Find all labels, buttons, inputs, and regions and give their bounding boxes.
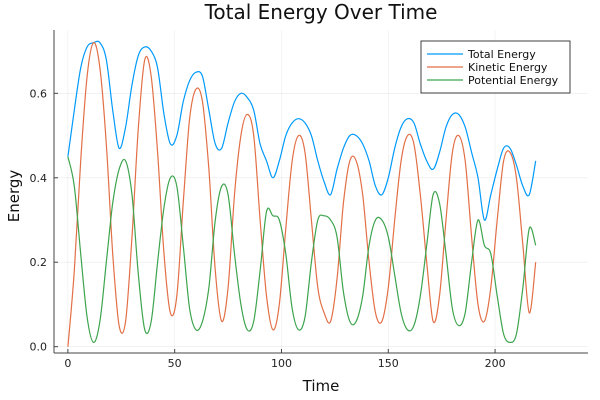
axes	[53, 30, 588, 354]
chart-title: Total Energy Over Time	[204, 0, 438, 24]
x-tick-label: 0	[64, 357, 71, 370]
total-energy-line	[67, 40, 537, 221]
y-axis-label: Energy	[5, 170, 23, 223]
x-tick-label: 150	[378, 357, 399, 370]
legend-label-kinetic: Kinetic Energy	[468, 61, 548, 74]
legend: Total Energy Kinetic Energy Potential En…	[420, 40, 571, 94]
y-tick-label: 0.4	[30, 172, 48, 185]
y-tick-label: 0.2	[30, 256, 48, 269]
x-tick-label: 50	[168, 357, 182, 370]
ticks: 0 50 100 150 200 0.0 0.2 0.4 0.6	[30, 87, 506, 370]
x-tick-label: 200	[485, 357, 506, 370]
plot-lines	[67, 40, 537, 347]
y-tick-label: 0.6	[30, 87, 48, 100]
x-tick-label: 100	[271, 357, 292, 370]
legend-label-potential: Potential Energy	[468, 74, 559, 87]
kinetic-energy-line	[67, 42, 537, 347]
x-axis-label: Time	[302, 377, 340, 395]
y-tick-label: 0.0	[30, 341, 48, 354]
legend-label-total: Total Energy	[467, 48, 536, 61]
potential-energy-line	[67, 156, 537, 344]
